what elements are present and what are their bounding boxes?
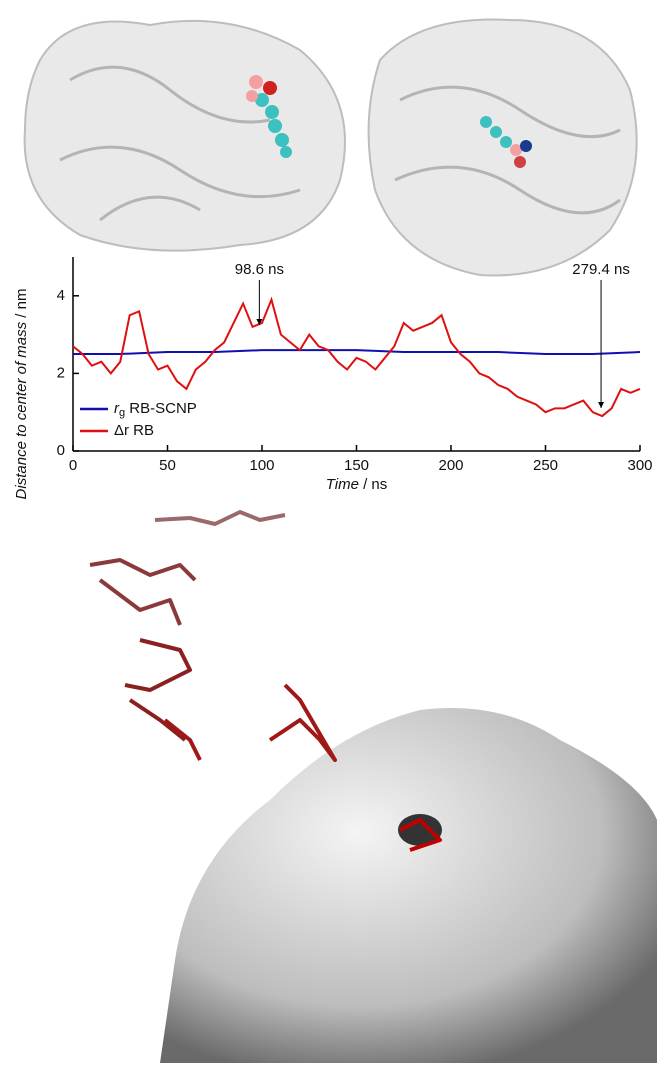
scnp-surface: [160, 708, 657, 1063]
annotation: 98.6 ns: [235, 261, 284, 278]
y-tick-label: 4: [57, 287, 65, 304]
x-tick-label: 50: [159, 457, 176, 474]
x-tick-label: 200: [438, 457, 463, 474]
y-axis-label: Distance to center of mass / nm: [13, 289, 30, 500]
line-chart: 0 2 4 0 50 100 150 200 250 300 Time / ns Distance t…: [13, 257, 653, 499]
annotation: 279.4 ns: [572, 261, 630, 278]
x-tick-label: 0: [69, 457, 77, 474]
protein-right: [367, 18, 638, 277]
y-tick-label: 0: [57, 442, 65, 459]
ligand-right: [480, 116, 532, 168]
legend-label: rg RB-SCNP: [114, 400, 197, 419]
y-tick-label: 2: [57, 364, 65, 381]
x-axis-label: Time / ns: [326, 476, 388, 493]
data-line: [72, 296, 641, 418]
x-tick-label: 250: [533, 457, 558, 474]
arrow-head: [598, 402, 605, 408]
x-tick-label: 150: [344, 457, 369, 474]
ligand-left: [246, 75, 292, 158]
legend-label: Δr RB: [114, 422, 154, 439]
data-line: [73, 349, 641, 355]
arrow-head: [256, 319, 263, 325]
protein-left: [23, 19, 346, 252]
rb-trajectory: [89, 510, 442, 852]
x-tick-label: 100: [249, 457, 274, 474]
x-tick-label: 300: [627, 457, 652, 474]
